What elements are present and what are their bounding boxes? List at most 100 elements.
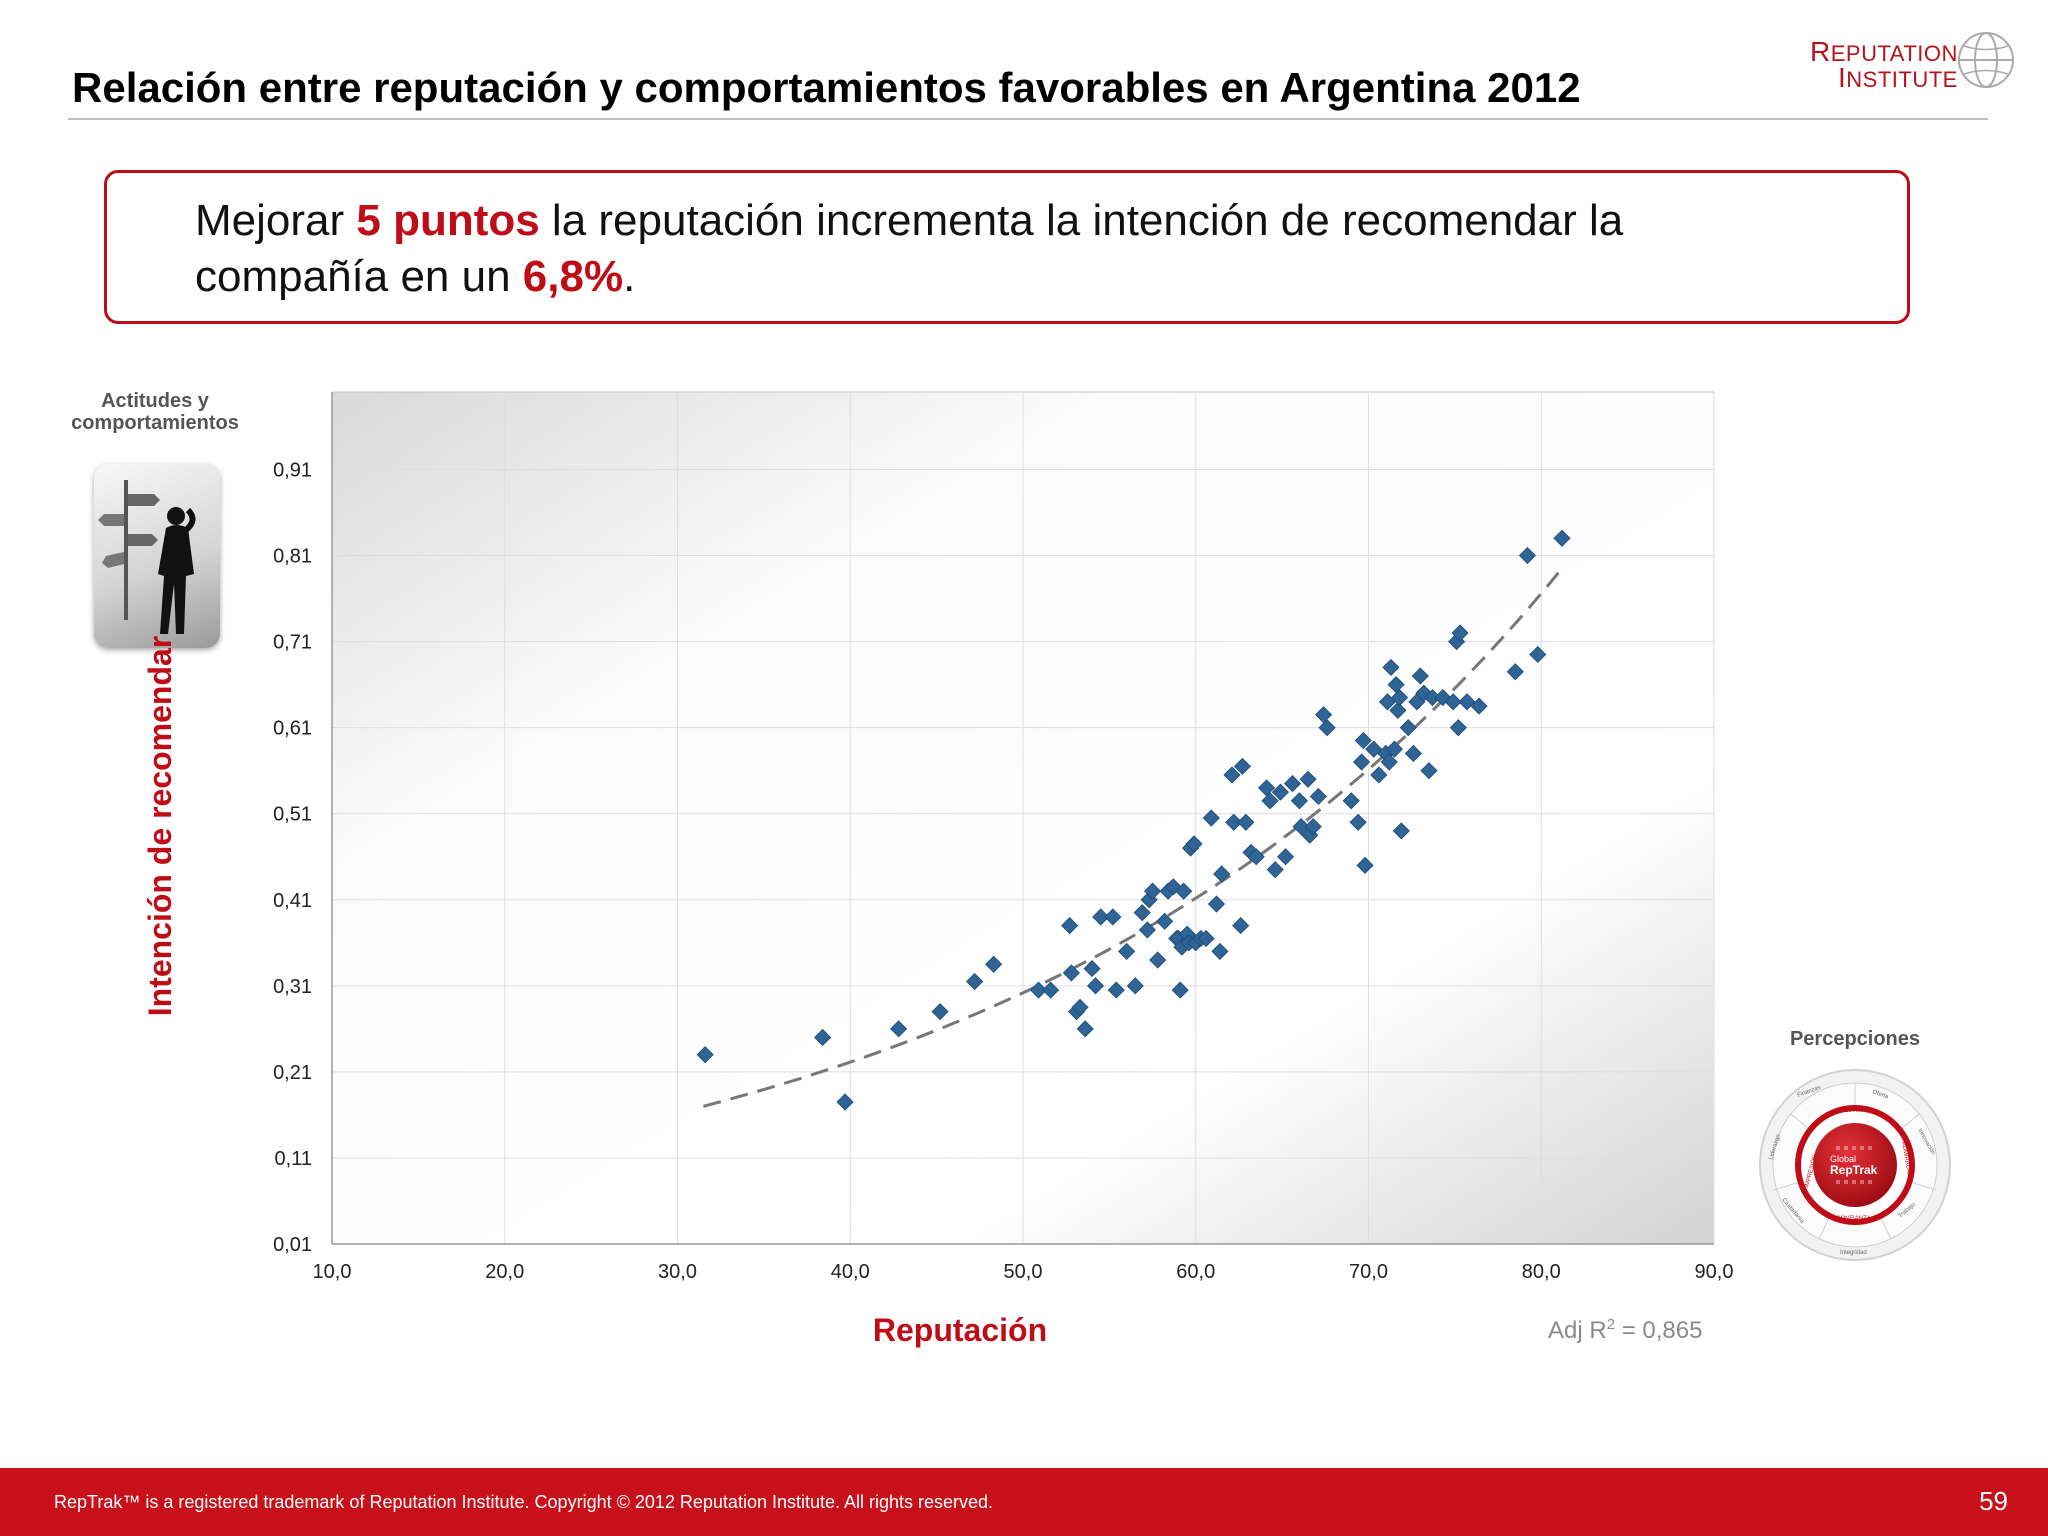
x-tick-label: 50,0 bbox=[1004, 1261, 1043, 1283]
key-finding-callout: Mejorar 5 puntos la reputación increment… bbox=[104, 170, 1910, 324]
data-point bbox=[696, 1046, 714, 1064]
x-tick-label: 30,0 bbox=[658, 1261, 697, 1283]
r2-prefix: Adj R bbox=[1548, 1317, 1607, 1344]
x-tick-label: 60,0 bbox=[1176, 1261, 1215, 1283]
data-point bbox=[1292, 818, 1310, 836]
x-tick-label: 20,0 bbox=[485, 1261, 524, 1283]
data-point bbox=[1133, 904, 1151, 922]
data-point bbox=[931, 1003, 949, 1021]
callout-text-part-1: Mejorar bbox=[195, 196, 357, 245]
data-point bbox=[1342, 792, 1360, 810]
data-point bbox=[1185, 835, 1203, 853]
data-point bbox=[1086, 977, 1105, 995]
data-point bbox=[1389, 701, 1407, 719]
data-point bbox=[1506, 663, 1524, 681]
y-axis-title: Intención de recomendar bbox=[142, 635, 178, 1017]
data-point bbox=[1392, 822, 1410, 840]
x-axis-title: Reputación bbox=[872, 1312, 1048, 1348]
data-point bbox=[1237, 813, 1255, 831]
data-point bbox=[1411, 667, 1429, 685]
perceptions-label: Percepciones bbox=[1789, 1028, 1921, 1050]
reptrak-wheel-icon: Global RepTrak ESTIMA IMPRESIÓN ADMIRACI… bbox=[1759, 1069, 1951, 1261]
data-point bbox=[966, 972, 984, 991]
attitudes-label: Actitudes y comportamientos bbox=[71, 390, 239, 434]
data-point bbox=[1266, 861, 1284, 879]
data-point bbox=[1271, 783, 1289, 801]
wheel-inner-bottom: CONFIANZA bbox=[1836, 1216, 1871, 1222]
y-tick-label: 0,01 bbox=[273, 1234, 312, 1256]
y-tick-label: 0,21 bbox=[273, 1062, 312, 1084]
y-tick-label: 0,61 bbox=[273, 718, 312, 740]
person-signpost-image bbox=[94, 464, 220, 648]
data-point bbox=[1071, 998, 1089, 1016]
data-point bbox=[1349, 813, 1367, 831]
data-point bbox=[1309, 787, 1327, 806]
person-silhouette-icon bbox=[98, 480, 196, 634]
data-point bbox=[1356, 856, 1374, 874]
data-point bbox=[1156, 912, 1174, 930]
data-point bbox=[1382, 658, 1400, 676]
slide-title: Relación entre reputación y comportamien… bbox=[72, 64, 1581, 111]
data-point bbox=[1385, 740, 1403, 758]
r2-value: = 0,865 bbox=[1615, 1317, 1703, 1344]
data-point bbox=[1202, 809, 1220, 827]
data-point bbox=[1171, 981, 1189, 999]
data-point bbox=[1277, 848, 1295, 866]
data-point bbox=[836, 1093, 854, 1111]
data-point bbox=[1083, 960, 1101, 978]
wheel-outer-integridad: Integridad bbox=[1840, 1250, 1867, 1256]
callout-text-part-2: la reputación incrementa la intención de… bbox=[195, 196, 1624, 301]
wheel-center-bottom: RepTrak bbox=[1830, 1163, 1878, 1177]
data-point bbox=[1247, 848, 1265, 866]
data-point bbox=[1370, 766, 1388, 784]
data-point bbox=[1353, 753, 1371, 771]
globe-icon bbox=[1958, 32, 2014, 88]
data-point bbox=[1042, 981, 1060, 999]
data-point bbox=[1304, 818, 1322, 836]
grid-lines bbox=[332, 392, 1715, 1244]
y-tick-label: 0,11 bbox=[275, 1148, 312, 1170]
callout-text: Mejorar 5 puntos la reputación increment… bbox=[195, 193, 1795, 305]
data-point bbox=[1197, 929, 1215, 948]
data-point bbox=[1232, 917, 1250, 935]
data-points bbox=[696, 529, 1571, 1111]
data-point bbox=[1391, 688, 1409, 707]
y-tick-label: 0,41 bbox=[273, 890, 312, 912]
x-tick-label: 10,0 bbox=[313, 1261, 352, 1283]
data-point bbox=[890, 1020, 908, 1038]
page-number: 59 bbox=[1979, 1486, 2008, 1516]
y-tick-label: 0,81 bbox=[273, 546, 312, 568]
data-point bbox=[1138, 921, 1156, 939]
x-tick-label: 80,0 bbox=[1522, 1261, 1561, 1283]
data-point bbox=[1213, 865, 1231, 883]
data-point bbox=[1225, 813, 1243, 831]
data-point bbox=[1283, 775, 1302, 793]
data-point bbox=[1354, 731, 1372, 750]
data-point bbox=[1529, 645, 1547, 664]
data-point bbox=[1062, 964, 1080, 982]
y-tick-label: 0,31 bbox=[273, 976, 312, 998]
trend-line bbox=[703, 571, 1560, 1108]
footer-bar: RepTrak™ is a registered trademark of Re… bbox=[0, 1468, 2048, 1536]
y-tick-label: 0,51 bbox=[273, 804, 312, 826]
data-point bbox=[1061, 917, 1079, 935]
data-point bbox=[1149, 951, 1167, 969]
data-point bbox=[1420, 762, 1438, 780]
adj-r2-label: Adj R2 = 0,865 bbox=[1548, 1316, 1702, 1345]
data-point bbox=[985, 955, 1003, 973]
data-point bbox=[1143, 882, 1162, 900]
data-point bbox=[1104, 908, 1122, 926]
data-point bbox=[1126, 977, 1144, 995]
data-point bbox=[1175, 882, 1193, 900]
data-point bbox=[1118, 942, 1136, 960]
y-tick-label: 0,91 bbox=[273, 459, 312, 481]
axes bbox=[331, 392, 1714, 1245]
data-point bbox=[1092, 908, 1110, 926]
x-tick-label: 70,0 bbox=[1349, 1261, 1388, 1283]
callout-highlight-percent: 6,8% bbox=[522, 252, 624, 301]
footer-copyright: RepTrak™ is a registered trademark of Re… bbox=[54, 1492, 994, 1512]
data-point bbox=[1164, 878, 1182, 896]
data-point bbox=[1399, 719, 1417, 737]
y-tick-label: 0,71 bbox=[273, 632, 312, 654]
x-tick-labels: 10,0 20,0 30,0 40,0 50,0 60,0 70,0 80,0 90,0 bbox=[313, 1261, 1734, 1283]
